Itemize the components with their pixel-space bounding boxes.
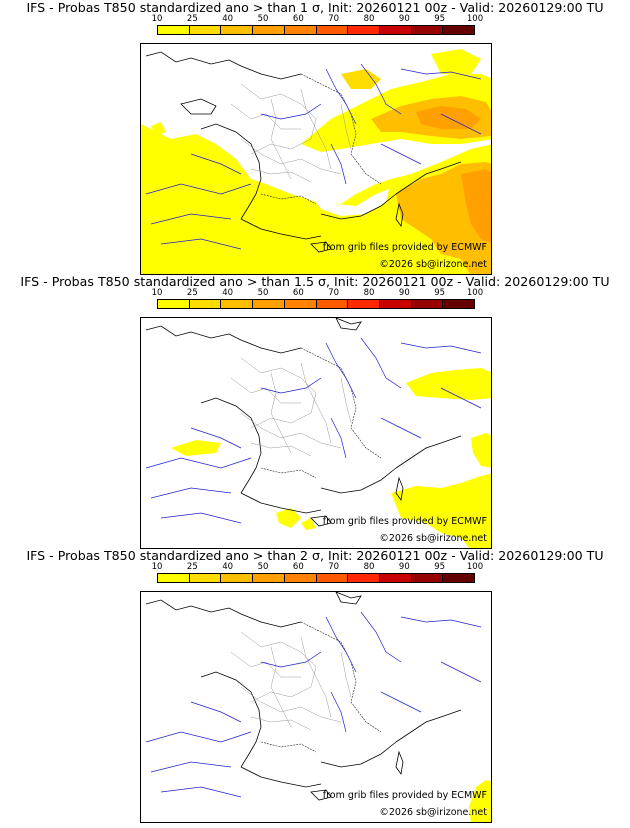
colorbar-tick-label: 10 bbox=[151, 562, 163, 572]
colorbar-swatch bbox=[284, 574, 317, 582]
colorbar-tick-label: 40 bbox=[222, 14, 234, 24]
colorbar-swatch bbox=[348, 574, 380, 582]
colorbar-tick-label: 90 bbox=[398, 288, 410, 298]
colorbar-tick-label: 50 bbox=[257, 14, 269, 24]
colorbar-swatch bbox=[443, 26, 475, 34]
panel-title: IFS - Probas T850 standardized ano > tha… bbox=[26, 0, 604, 15]
colorbar-tick-label: 40 bbox=[222, 562, 234, 572]
colorbar-swatch bbox=[348, 300, 380, 308]
data-source-credit: from grib files provided by ECMWF bbox=[322, 242, 487, 253]
colorbar-swatch bbox=[443, 300, 475, 308]
colorbar-tick-label: 80 bbox=[363, 562, 375, 572]
colorbar-swatch bbox=[316, 300, 349, 308]
colorbar-tick-label: 60 bbox=[292, 14, 304, 24]
colorbar-ticks: 10 25 40 50 60 70 80 90 95 100 bbox=[152, 562, 484, 572]
colorbar-tick-label: 70 bbox=[328, 14, 340, 24]
colorbar-tick-label: 60 bbox=[292, 288, 304, 298]
colorbar-swatch bbox=[221, 26, 254, 34]
colorbar-tick-label: 70 bbox=[328, 288, 340, 298]
colorbar-tick-label: 10 bbox=[151, 288, 163, 298]
panel-title: IFS - Probas T850 standardized ano > tha… bbox=[26, 548, 604, 563]
colorbar-tick-label: 40 bbox=[222, 288, 234, 298]
colorbar-tick-label: 90 bbox=[398, 562, 410, 572]
probability-map: from grib files provided by ECMWF ©2026 … bbox=[140, 43, 492, 275]
colorbar-tick-label: 95 bbox=[434, 562, 446, 572]
colorbar-swatch bbox=[284, 300, 317, 308]
colorbar-ticks: 10 25 40 50 60 70 80 90 95 100 bbox=[152, 288, 484, 298]
probability-map: from grib files provided by ECMWF ©2026 … bbox=[140, 317, 492, 549]
colorbar-tick-label: 80 bbox=[363, 288, 375, 298]
colorbar-swatch bbox=[158, 574, 190, 582]
copyright-credit: ©2026 sb@irizone.net bbox=[379, 533, 487, 544]
colorbar-tick-label: 100 bbox=[466, 14, 484, 24]
colorbar bbox=[157, 299, 475, 309]
colorbar-tick-label: 50 bbox=[257, 562, 269, 572]
colorbar-swatch bbox=[379, 300, 412, 308]
colorbar bbox=[157, 25, 475, 35]
colorbar-swatch bbox=[443, 574, 475, 582]
colorbar-tick-label: 70 bbox=[328, 562, 340, 572]
colorbar-tick-label: 95 bbox=[434, 14, 446, 24]
colorbar-ticks: 10 25 40 50 60 70 80 90 95 100 bbox=[152, 14, 484, 24]
colorbar-swatch bbox=[189, 300, 222, 308]
colorbar-swatch bbox=[348, 26, 380, 34]
colorbar-tick-label: 50 bbox=[257, 288, 269, 298]
colorbar-swatch bbox=[284, 26, 317, 34]
colorbar-tick-label: 10 bbox=[151, 14, 163, 24]
colorbar-swatch bbox=[189, 26, 222, 34]
colorbar-swatch bbox=[253, 574, 285, 582]
panel-title: IFS - Probas T850 standardized ano > tha… bbox=[20, 274, 610, 289]
colorbar-swatch bbox=[411, 574, 444, 582]
colorbar-swatch bbox=[221, 574, 254, 582]
colorbar-swatch bbox=[221, 300, 254, 308]
colorbar-tick-label: 90 bbox=[398, 14, 410, 24]
data-source-credit: from grib files provided by ECMWF bbox=[322, 790, 487, 801]
map-panel-2: IFS - Probas T850 standardized ano > tha… bbox=[0, 274, 630, 550]
colorbar-tick-label: 60 bbox=[292, 562, 304, 572]
probability-map: from grib files provided by ECMWF ©2026 … bbox=[140, 591, 492, 823]
colorbar-tick-label: 80 bbox=[363, 14, 375, 24]
colorbar-swatch bbox=[411, 26, 444, 34]
colorbar bbox=[157, 573, 475, 583]
colorbar-tick-label: 100 bbox=[466, 562, 484, 572]
colorbar-tick-label: 25 bbox=[186, 562, 198, 572]
colorbar-swatch bbox=[316, 574, 349, 582]
colorbar-swatch bbox=[316, 26, 349, 34]
data-source-credit: from grib files provided by ECMWF bbox=[322, 516, 487, 527]
colorbar-tick-label: 100 bbox=[466, 288, 484, 298]
colorbar-swatch bbox=[379, 574, 412, 582]
colorbar-swatch bbox=[379, 26, 412, 34]
copyright-credit: ©2026 sb@irizone.net bbox=[379, 259, 487, 270]
colorbar-tick-label: 95 bbox=[434, 288, 446, 298]
colorbar-swatch bbox=[253, 26, 285, 34]
colorbar-swatch bbox=[253, 300, 285, 308]
copyright-credit: ©2026 sb@irizone.net bbox=[379, 807, 487, 818]
colorbar-tick-label: 25 bbox=[186, 288, 198, 298]
colorbar-swatch bbox=[411, 300, 444, 308]
map-panel-1: IFS - Probas T850 standardized ano > tha… bbox=[0, 0, 630, 276]
colorbar-swatch bbox=[158, 300, 190, 308]
map-panel-3: IFS - Probas T850 standardized ano > tha… bbox=[0, 548, 630, 824]
colorbar-swatch bbox=[189, 574, 222, 582]
colorbar-tick-label: 25 bbox=[186, 14, 198, 24]
colorbar-swatch bbox=[158, 26, 190, 34]
